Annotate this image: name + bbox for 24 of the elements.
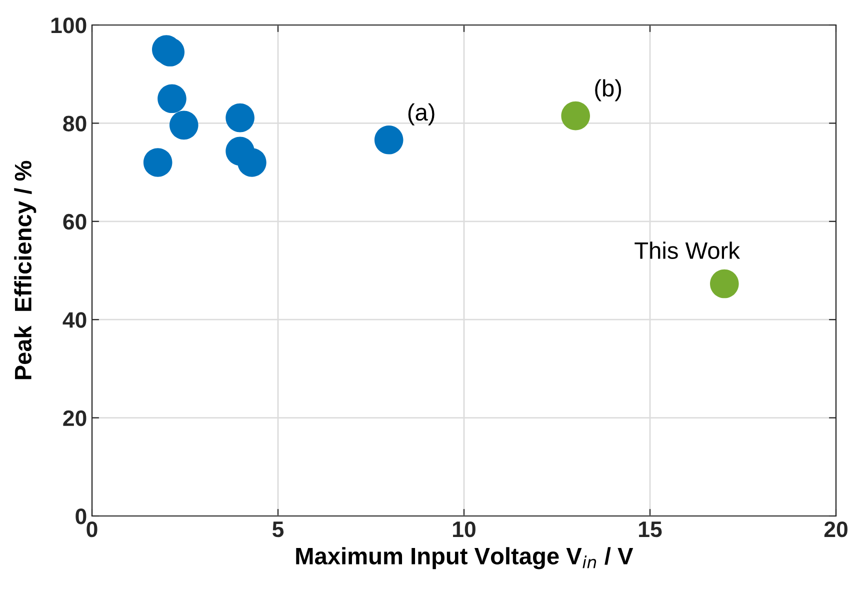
- point: [710, 269, 739, 298]
- y-tick-label: 100: [51, 18, 86, 34]
- y-tick-label: 80: [63, 116, 86, 132]
- x-axis-title: Maximum Input Voltage V$_{in}$ / V: [296, 547, 634, 570]
- point: [238, 148, 266, 177]
- x-tick-label: 0: [86, 521, 98, 538]
- annotation: (b): [595, 79, 622, 102]
- point: [169, 110, 198, 140]
- point: [374, 125, 404, 154]
- y-tick-label: 0: [76, 508, 86, 524]
- x-tick-label: 20: [824, 521, 848, 538]
- x-tick-label: 15: [639, 522, 662, 538]
- y-axis-title: Peak Efficiency / %: [14, 160, 36, 380]
- point: [158, 84, 186, 114]
- y-tick-label: 60: [63, 214, 86, 230]
- annotation: This Work: [634, 242, 740, 259]
- point: [561, 101, 590, 130]
- point: [226, 103, 254, 132]
- y-tick-label: 40: [62, 312, 86, 328]
- x-tick-label: 10: [453, 521, 476, 538]
- annotation: (a): [408, 103, 434, 126]
- y-tick-label: 20: [63, 410, 86, 426]
- x-tick-label: 5: [272, 522, 284, 538]
- point: [143, 148, 172, 177]
